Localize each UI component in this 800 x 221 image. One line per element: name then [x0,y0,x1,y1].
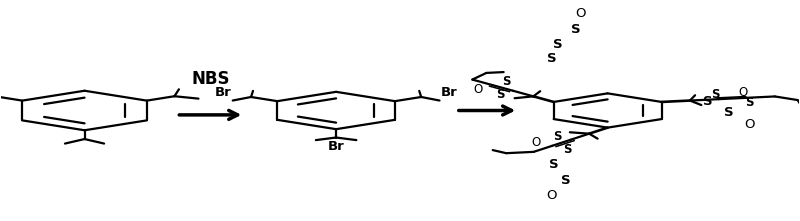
Text: S: S [746,96,754,109]
Text: S: S [562,143,571,156]
Text: S: S [496,88,505,101]
Text: O: O [546,189,557,202]
Text: S: S [724,106,734,119]
Text: S: S [553,130,562,143]
Text: S: S [711,88,720,101]
Text: S: S [553,38,562,51]
Text: O: O [575,7,586,20]
Text: O: O [745,118,755,131]
Text: S: S [571,23,581,36]
Text: S: S [550,158,559,171]
Text: O: O [738,86,748,99]
Text: Br: Br [328,140,345,153]
Text: O: O [474,83,482,96]
Text: S: S [561,174,570,187]
Text: Br: Br [441,86,458,99]
Text: S: S [547,52,557,65]
Text: NBS: NBS [191,70,230,88]
Text: O: O [532,136,541,149]
Text: S: S [702,95,712,108]
Text: Br: Br [215,86,232,99]
Text: S: S [502,75,510,88]
